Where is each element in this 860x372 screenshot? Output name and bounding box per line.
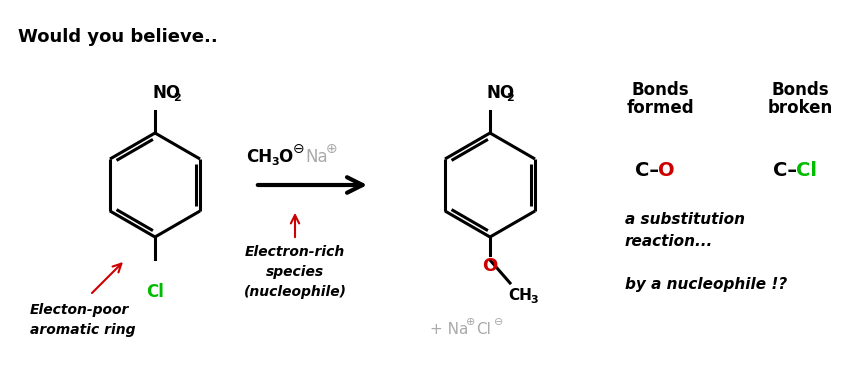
Text: Electon-poor: Electon-poor [30,303,129,317]
Text: aromatic ring: aromatic ring [30,323,136,337]
Text: reaction...: reaction... [625,234,713,250]
Text: 2: 2 [173,93,181,103]
Text: ⊖: ⊖ [494,317,503,327]
Text: ⊕: ⊕ [466,317,476,327]
Text: formed: formed [626,99,694,117]
Text: a substitution: a substitution [625,212,745,228]
Text: Bonds: Bonds [631,81,689,99]
Text: (nucleophile): (nucleophile) [243,285,347,299]
Text: Cl: Cl [476,323,491,337]
Text: C–: C– [635,160,659,180]
Text: CH: CH [246,148,272,166]
Text: species: species [266,265,324,279]
Text: 2: 2 [506,93,513,103]
Text: CH: CH [508,288,531,302]
Text: Electron-rich: Electron-rich [245,245,345,259]
Text: ⊖: ⊖ [293,142,304,156]
Text: O: O [278,148,292,166]
Text: 3: 3 [271,157,279,167]
Text: by a nucleophile !?: by a nucleophile !? [625,278,787,292]
Text: NO: NO [486,84,514,102]
Text: O: O [658,160,674,180]
Text: ⊕: ⊕ [326,142,338,156]
Text: Would you believe..: Would you believe.. [18,28,218,46]
Text: Cl: Cl [146,283,164,301]
Text: NO: NO [153,84,181,102]
Text: 3: 3 [530,295,538,305]
Text: Na: Na [305,148,328,166]
Text: + Na: + Na [430,323,469,337]
Text: Cl: Cl [796,160,817,180]
Text: Bonds: Bonds [771,81,829,99]
Text: O: O [482,257,498,275]
Text: broken: broken [767,99,832,117]
Text: C–: C– [773,160,797,180]
